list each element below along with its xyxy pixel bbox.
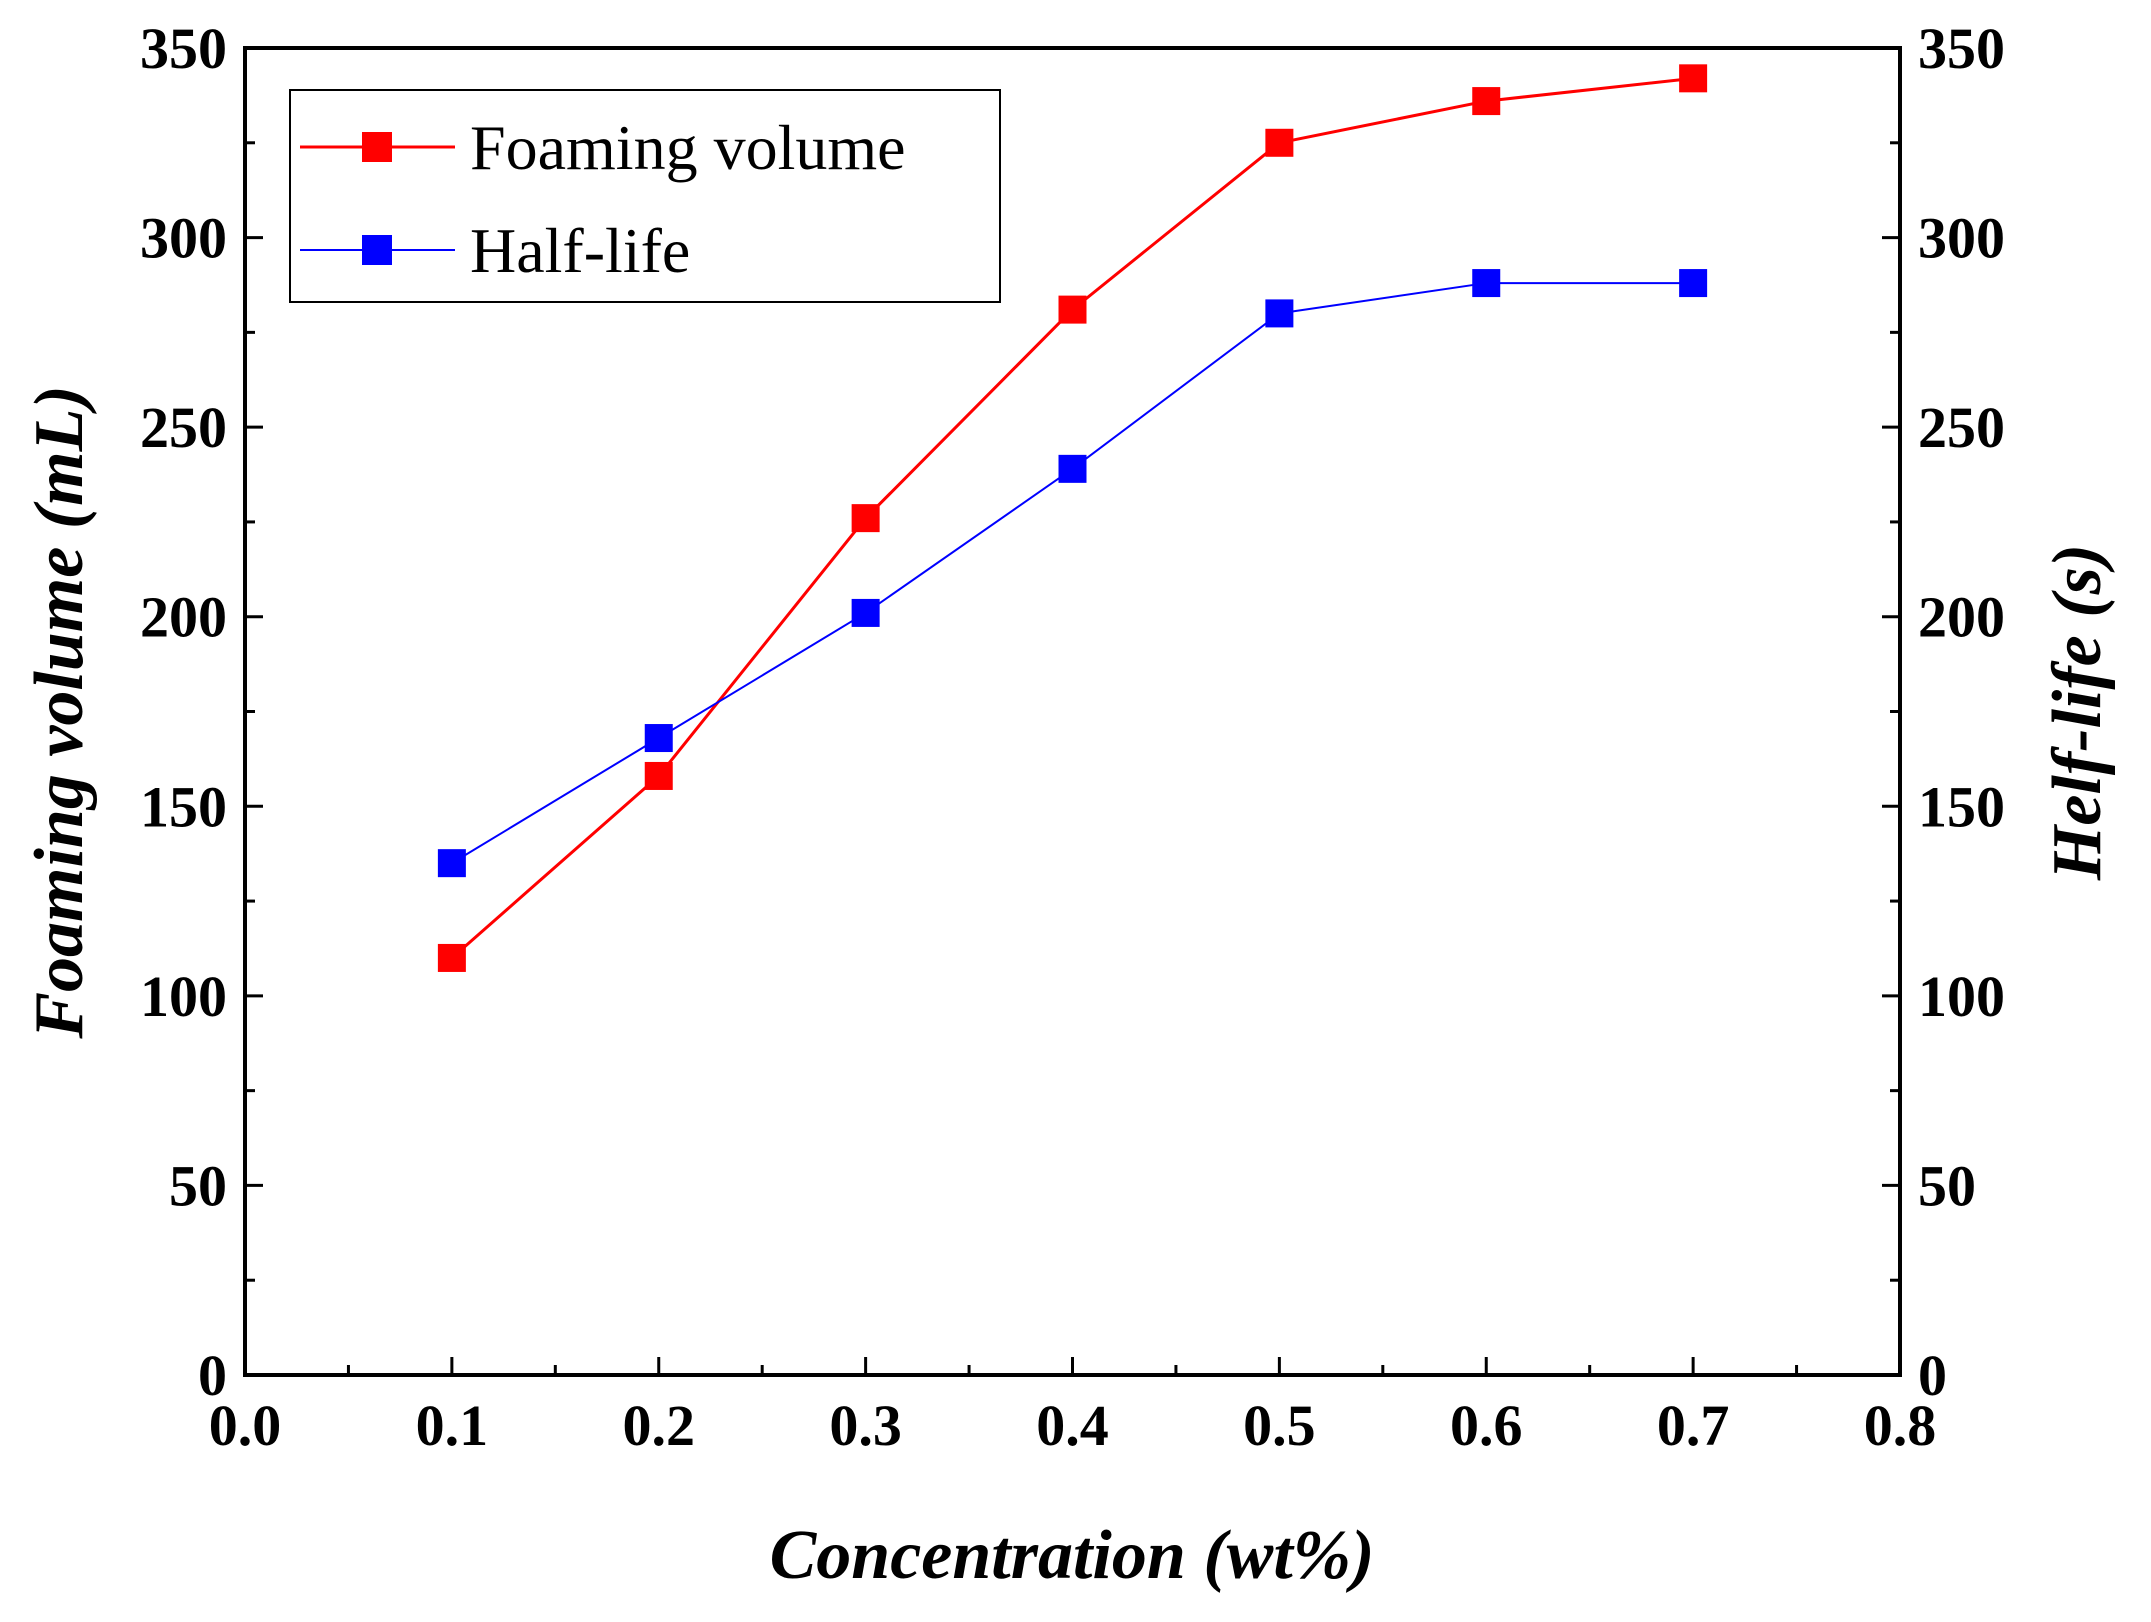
y-tick-label: 150 (140, 774, 227, 839)
data-point-half-life (1058, 454, 1087, 483)
x-tick-label: 0.2 (623, 1393, 696, 1458)
series-line-half-life (451, 282, 1694, 865)
y2-tick-label: 150 (1918, 774, 2005, 839)
x-tick-label: 0.5 (1243, 1393, 1316, 1458)
x-tick-label: 0.8 (1864, 1393, 1937, 1458)
data-point-foaming-volume (851, 504, 880, 533)
x-tick-label: 0.0 (209, 1393, 282, 1458)
x-tick-label: 0.4 (1036, 1393, 1109, 1458)
data-point-foaming-volume (1472, 87, 1501, 116)
legend-box (289, 89, 1001, 303)
data-point-half-life (1679, 269, 1708, 298)
y-axis-title: Foaming volume (mL) (21, 385, 98, 1039)
x-tick-label: 0.6 (1450, 1393, 1523, 1458)
data-point-half-life (644, 724, 673, 753)
legend-label-foaming-volume: Foaming volume (470, 112, 906, 183)
data-point-half-life (437, 849, 466, 878)
data-point-half-life (851, 598, 880, 627)
data-point-half-life (1472, 269, 1501, 298)
y-tick-label: 50 (169, 1153, 227, 1218)
legend-marker-foaming-volume (362, 132, 392, 162)
y-tick-label: 200 (140, 585, 227, 650)
y2-tick-label: 300 (1918, 206, 2005, 271)
y2-tick-label: 250 (1918, 395, 2005, 460)
data-point-foaming-volume (437, 943, 466, 972)
x-axis-title: Concentration (wt%) (770, 1517, 1375, 1594)
data-point-half-life (1265, 299, 1294, 328)
y2-tick-label: 0 (1918, 1343, 1947, 1408)
legend-item-foaming-volume: Foaming volume (300, 112, 906, 183)
ticks-layer: 0.0 0.1 0.2 0.3 0.4 0.5 0.6 0.7 0.80501001502002… (140, 16, 2005, 1458)
data-point-foaming-volume (1679, 64, 1708, 93)
y-tick-label: 0 (198, 1343, 227, 1408)
y2-tick-label: 100 (1918, 964, 2005, 1029)
x-tick-label: 0.7 (1657, 1393, 1730, 1458)
y-tick-label: 350 (140, 16, 227, 81)
data-point-foaming-volume (1265, 128, 1294, 157)
x-tick-label: 0.3 (829, 1393, 902, 1458)
legend: Foaming volume Half-life (289, 89, 1001, 303)
y2-tick-label: 350 (1918, 16, 2005, 81)
y-tick-label: 100 (140, 964, 227, 1029)
data-point-foaming-volume (1058, 295, 1087, 324)
y-tick-label: 300 (140, 206, 227, 271)
y2-tick-label: 200 (1918, 585, 2005, 650)
y2-tick-label: 50 (1918, 1153, 1976, 1218)
legend-label-half-life: Half-life (470, 215, 690, 286)
legend-item-half-life: Half-life (300, 215, 690, 286)
y2-axis-title: Helf-life (s) (2039, 544, 2116, 881)
x-tick-label: 0.1 (416, 1393, 489, 1458)
data-point-foaming-volume (644, 761, 673, 790)
y-tick-label: 250 (140, 395, 227, 460)
series-layer (437, 64, 1708, 972)
legend-marker-half-life (362, 235, 392, 265)
plot-frame (243, 46, 1902, 1377)
